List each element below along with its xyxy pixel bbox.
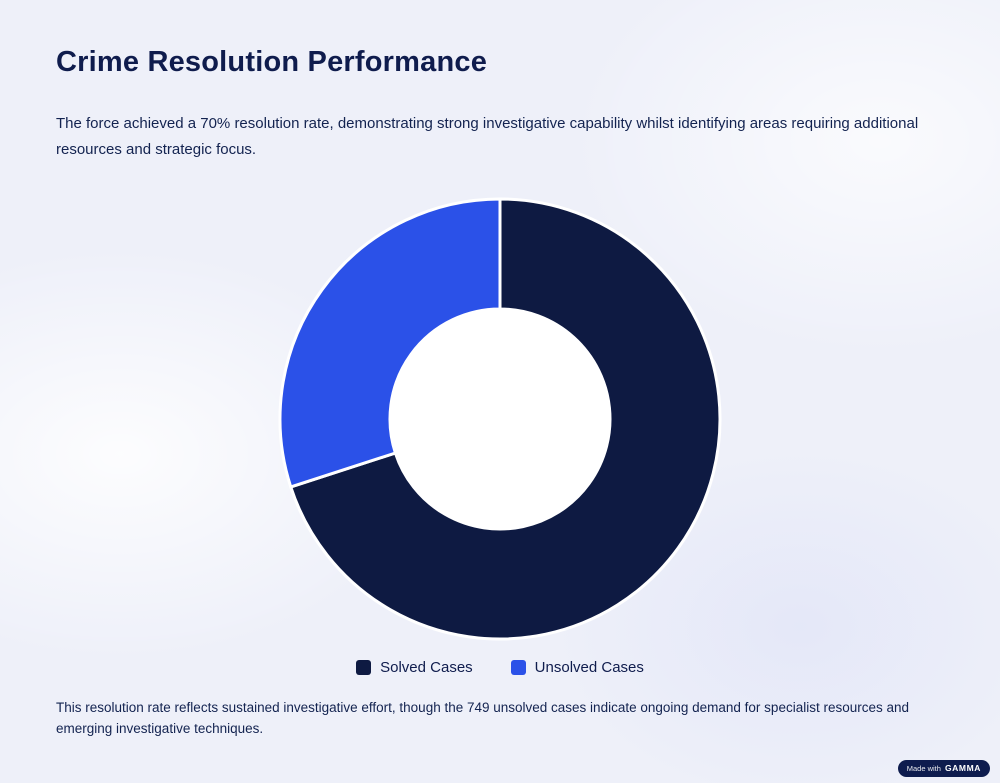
page-title: Crime Resolution Performance xyxy=(56,46,488,78)
legend-swatch-solved-cases xyxy=(356,659,372,675)
gamma-logo: GAMMA xyxy=(944,763,981,773)
legend-label-solved-cases: Solved Cases xyxy=(380,658,473,676)
donut-slice-unsolved-cases[interactable] xyxy=(278,197,502,489)
legend-item-unsolved-cases[interactable]: Unsolved Cases xyxy=(510,658,644,676)
made-with-gamma-badge[interactable]: Made with GAMMA xyxy=(897,760,990,777)
legend-item-solved-cases[interactable]: Solved Cases xyxy=(356,659,473,676)
donut-hole xyxy=(390,308,610,529)
legend-swatch-unsolved-cases xyxy=(510,659,526,675)
badge-prefix-label: Made with xyxy=(906,764,941,773)
intro-text: The force achieved a 70% resolution rate… xyxy=(56,115,919,158)
donut-chart-svg xyxy=(278,197,722,641)
footer-text: This resolution rate reflects sustained … xyxy=(56,699,910,737)
donut-slice-solved-cases[interactable] xyxy=(288,197,722,641)
legend-label-unsolved-cases: Unsolved Cases xyxy=(534,658,644,676)
donut-chart xyxy=(274,193,726,645)
chart-legend: Solved Cases Unsolved Cases xyxy=(56,659,944,676)
